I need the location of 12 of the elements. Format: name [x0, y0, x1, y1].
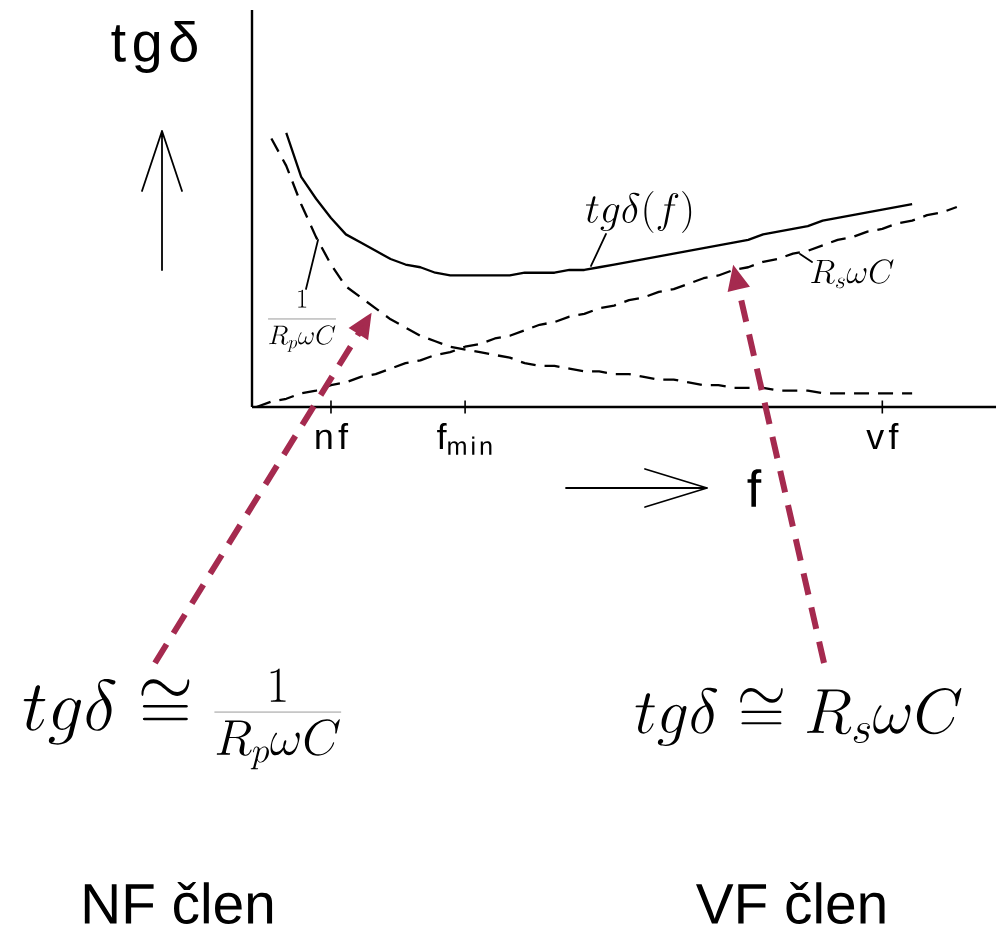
series-label: $R_{s}\omega C$ — [811, 259, 894, 289]
x-tick-label: vf — [866, 423, 899, 449]
series-label: $tg\delta(f)$ — [585, 191, 692, 233]
x-tick-label: f$_{min}$ — [437, 423, 492, 455]
text: $tg\delta \cong \frac{1}{R_{p}\omega C}$ — [23, 668, 342, 770]
x-axis-title: f — [747, 469, 762, 507]
y-axis-title: tgδ — [111, 20, 197, 73]
text: $tg\delta \cong R_{s}\omega C$ — [635, 687, 962, 747]
x-tick-label: nf — [316, 423, 349, 449]
text: NF člen — [84, 882, 273, 924]
series-label: $\frac{1}{R_{p}\omega C}$ — [268, 289, 336, 352]
text: VF člen — [696, 882, 885, 924]
